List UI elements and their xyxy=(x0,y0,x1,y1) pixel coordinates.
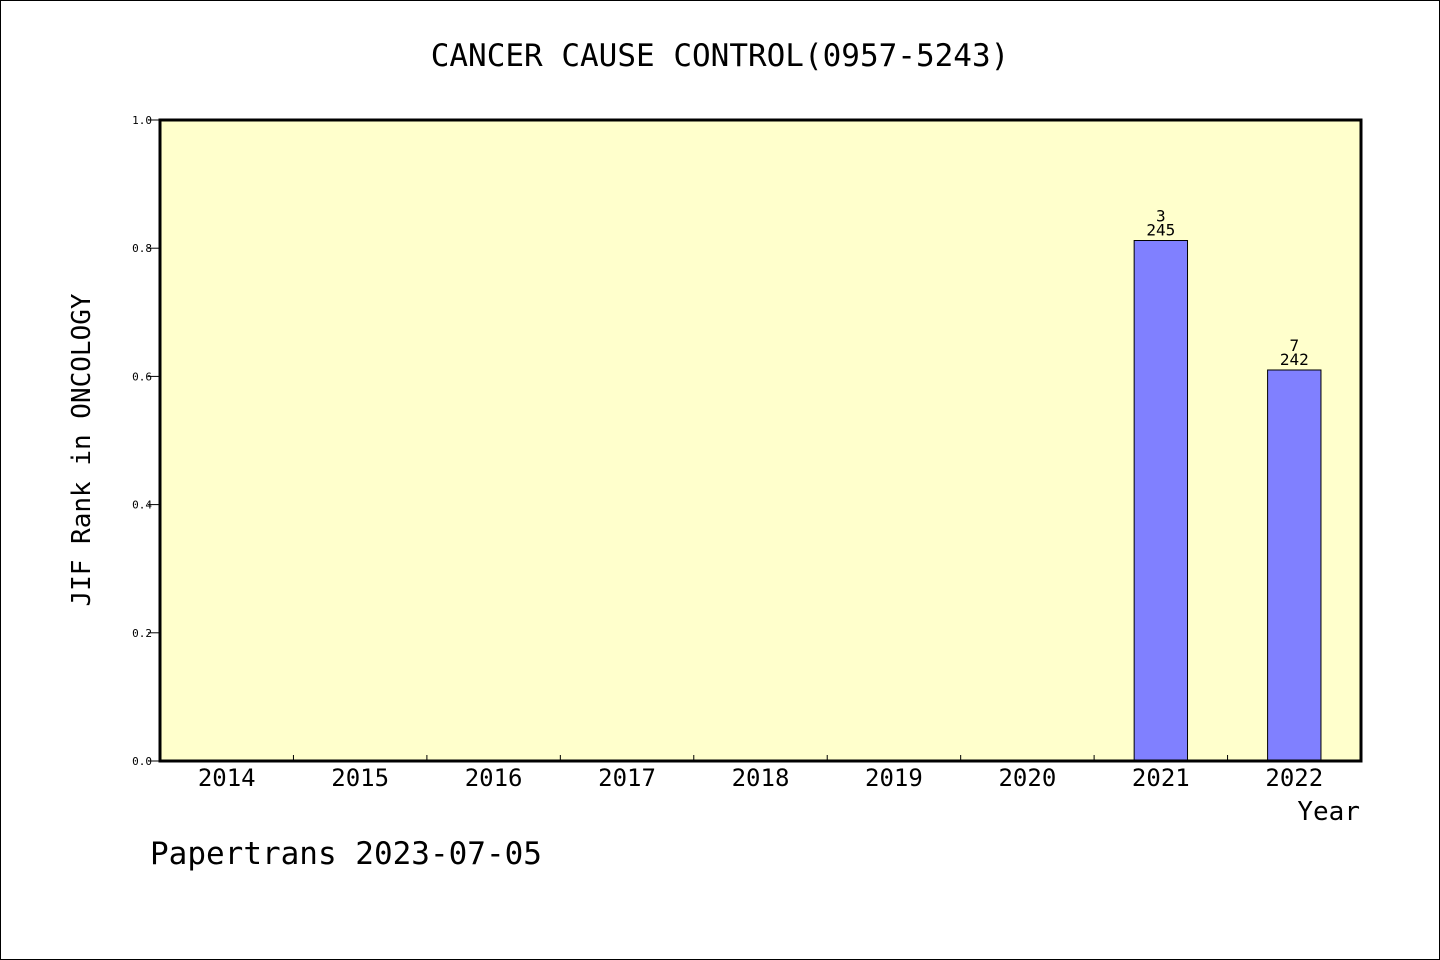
bar-rank-label: 7 xyxy=(1289,336,1299,355)
x-tick-label: 2020 xyxy=(998,764,1056,792)
y-tick-label: 1.0 xyxy=(132,114,152,127)
bar-2022 xyxy=(1267,369,1322,762)
x-tick-label: 2017 xyxy=(598,764,656,792)
y-tick-label: 0.6 xyxy=(132,370,152,383)
footer-credit: Papertrans 2023-07-05 xyxy=(150,836,542,872)
x-tick-label: 2014 xyxy=(198,764,256,792)
x-tick-label: 2016 xyxy=(465,764,523,792)
ticks-group: 0.0 0.2 0.4 0.6 0.8 1.0 2014 2015 2016 2017 2018 20… xyxy=(132,114,1323,792)
x-tick-label: 2015 xyxy=(331,764,389,792)
x-axis-label: Year xyxy=(1297,797,1360,827)
bar-rank-label: 3 xyxy=(1156,207,1166,226)
y-tick-label: 0.8 xyxy=(132,242,152,255)
x-tick-label: 2018 xyxy=(732,764,790,792)
bar-total-label: 242 xyxy=(1280,350,1309,369)
x-tick-label: 2019 xyxy=(865,764,923,792)
bar-total-label: 245 xyxy=(1146,221,1175,240)
x-tick-label: 2021 xyxy=(1132,764,1190,792)
plot-border xyxy=(158,118,1363,763)
y-tick-label: 0.4 xyxy=(132,499,152,512)
y-tick-label: 0.0 xyxy=(132,755,152,768)
x-tick-label: 2022 xyxy=(1265,764,1323,792)
y-axis-label: JIF Rank in ONCOLOGY xyxy=(67,293,97,606)
chart-title: CANCER CAUSE CONTROL(0957-5243) xyxy=(431,38,1010,74)
bar-2021 xyxy=(1133,240,1189,762)
y-tick-label: 0.2 xyxy=(132,627,152,640)
